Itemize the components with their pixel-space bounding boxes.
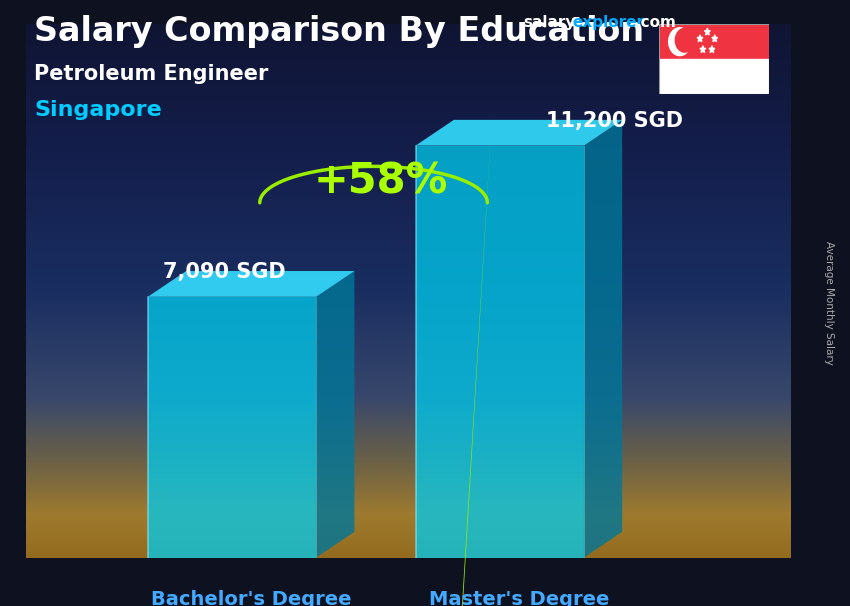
Polygon shape (148, 297, 316, 558)
Polygon shape (416, 145, 584, 558)
Text: Singapore: Singapore (34, 100, 162, 120)
Polygon shape (148, 271, 354, 297)
Bar (659, 24, 769, 59)
Circle shape (675, 28, 694, 52)
Text: 7,090 SGD: 7,090 SGD (163, 262, 286, 282)
Text: +58%: +58% (314, 160, 449, 202)
Polygon shape (705, 28, 711, 35)
Polygon shape (711, 35, 717, 42)
Text: salary: salary (523, 15, 575, 30)
Polygon shape (697, 35, 703, 42)
Text: 11,200 SGD: 11,200 SGD (546, 111, 683, 131)
Text: Petroleum Engineer: Petroleum Engineer (34, 64, 269, 84)
Circle shape (669, 28, 691, 56)
Text: explorer: explorer (572, 15, 644, 30)
Polygon shape (316, 271, 354, 558)
Polygon shape (416, 120, 622, 145)
Text: .com: .com (636, 15, 677, 30)
Text: Master's Degree: Master's Degree (428, 590, 609, 606)
Polygon shape (584, 120, 622, 558)
Polygon shape (709, 45, 715, 53)
Text: Bachelor's Degree: Bachelor's Degree (151, 590, 351, 606)
Text: Salary Comparison By Education: Salary Comparison By Education (34, 15, 644, 48)
Text: Average Monthly Salary: Average Monthly Salary (824, 241, 834, 365)
Bar (659, 59, 769, 94)
Polygon shape (700, 45, 706, 53)
